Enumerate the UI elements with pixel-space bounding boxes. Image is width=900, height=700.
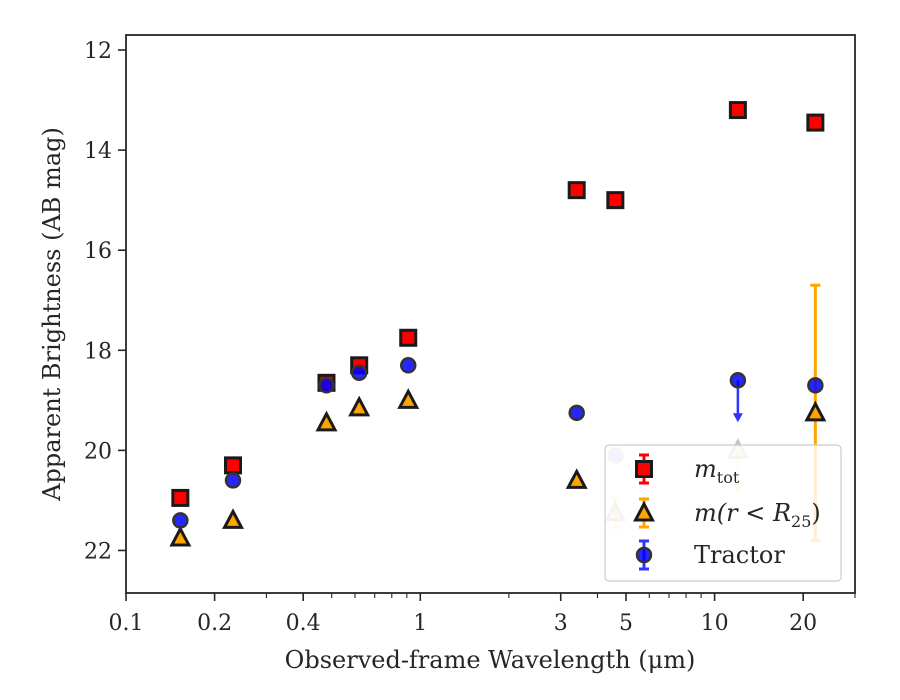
data-point <box>224 456 243 475</box>
x-tick-label: 0.2 <box>197 611 232 636</box>
data-point <box>315 410 338 432</box>
data-point <box>729 372 747 389</box>
legend-entry-3: Tractor <box>635 539 785 571</box>
legend-label: mtot <box>694 455 740 487</box>
legend-box <box>604 444 842 582</box>
y-axis-label: Apparent Brightness (AB mag) <box>38 127 66 502</box>
x-tick-label: 0.4 <box>286 611 321 636</box>
legend-label: m(r < R25) <box>694 499 821 531</box>
y-tick-label: 18 <box>84 339 112 364</box>
x-tick-label: 10 <box>701 611 729 636</box>
y-tick-label: 20 <box>84 439 112 464</box>
plot-frame <box>125 34 856 594</box>
legend-entry-2: m(r < R25) <box>633 497 821 531</box>
data-point <box>169 525 192 547</box>
legend-label: Tractor <box>694 541 785 569</box>
legend-marker <box>633 500 655 522</box>
data-point <box>806 113 825 132</box>
legend-marker <box>635 546 653 564</box>
data-point <box>171 488 190 507</box>
data-point <box>568 404 585 422</box>
data-point <box>606 191 625 210</box>
x-tick-label: 5 <box>619 611 633 636</box>
data-point <box>807 377 824 394</box>
upper-limit-arrowhead <box>732 413 743 423</box>
y-tick-label: 16 <box>84 239 112 264</box>
data-point <box>399 357 417 374</box>
data-point <box>318 377 335 394</box>
data-point <box>224 472 242 489</box>
y-tick-label: 12 <box>84 39 112 64</box>
data-point <box>397 388 420 409</box>
y-tick-label: 14 <box>84 139 112 164</box>
y-tick-label: 22 <box>84 539 112 564</box>
data-point <box>172 512 189 529</box>
data-point <box>565 468 588 489</box>
x-tick-label: 0.1 <box>109 611 144 636</box>
data-point <box>348 395 371 417</box>
data-point <box>567 181 586 200</box>
x-tick-label: 20 <box>789 611 817 636</box>
data-point <box>350 364 368 382</box>
data-point <box>728 101 747 120</box>
data-point <box>804 400 827 422</box>
legend-entry-1: mtot <box>635 453 740 487</box>
x-tick-label: 3 <box>554 611 568 636</box>
legend-marker <box>635 460 653 478</box>
x-tick-label: 1 <box>413 611 427 636</box>
data-point <box>222 508 245 529</box>
data-point <box>399 328 418 347</box>
x-axis-label: Observed-frame Wavelength (μm) <box>285 646 696 674</box>
